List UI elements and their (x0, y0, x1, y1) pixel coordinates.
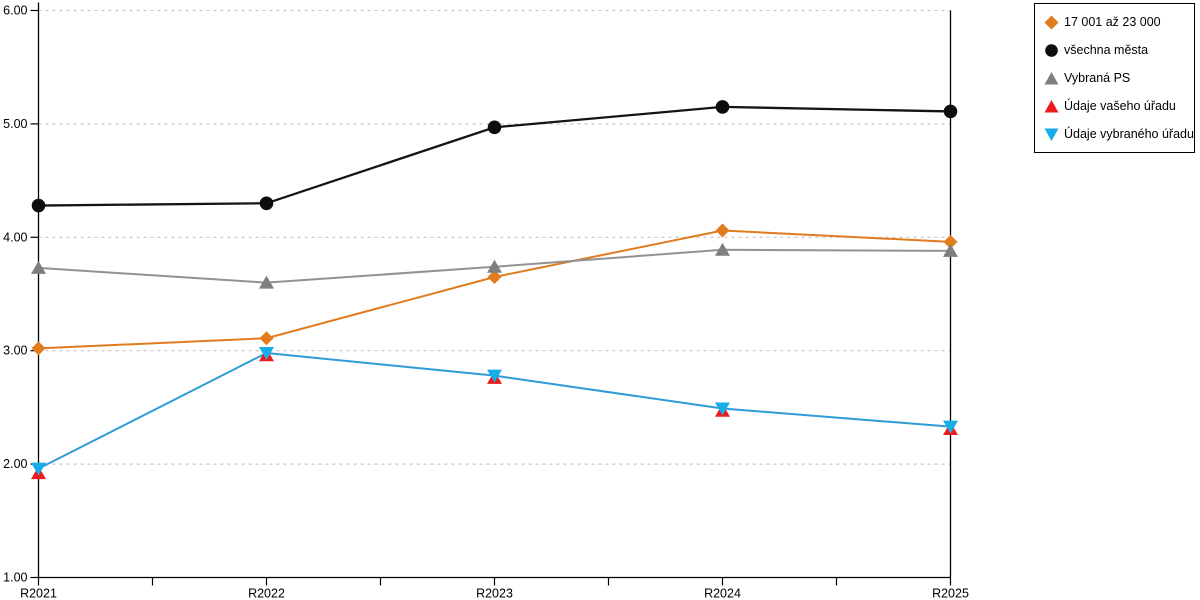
y-tick-label: 3.00 (3, 344, 27, 358)
triangle-down-marker (715, 402, 730, 416)
legend-item-0: 17 001 až 23 000 (1044, 15, 1190, 30)
triangle-up-marker (715, 242, 730, 256)
line-chart-plot: 1.00 2.00 3.00 4.00 5.00 6.00 R2021 R2022 R2023 R… (3, 2, 969, 600)
triangle-up-marker (943, 243, 958, 257)
triangle-up-glyph (1044, 99, 1059, 112)
circle-glyph (1045, 43, 1058, 57)
y-tick-label: 4.00 (3, 230, 27, 244)
legend-label: 17 001 až 23 000 (1064, 14, 1161, 29)
y-tick-label: 1.00 (3, 571, 27, 585)
y-tick-label: 2.00 (3, 457, 27, 471)
triangle-down-marker (259, 346, 274, 360)
x-tick-label: R2024 (704, 587, 741, 600)
legend-label: Údaje vašeho úřadu (1064, 98, 1176, 113)
diamond-glyph (1044, 15, 1059, 29)
triangle-down-marker (487, 369, 502, 383)
y-tick-label: 5.00 (3, 117, 27, 131)
x-tick-label: R2022 (248, 587, 285, 600)
circle-marker (715, 100, 730, 114)
x-tick-label: R2025 (932, 587, 969, 600)
triangle-down-marker (31, 462, 46, 476)
triangle-up-icon (1044, 99, 1059, 112)
chart-legend: 17 001 až 23 000 všechna města Vybraná PS Ú… (1034, 3, 1195, 153)
series-line-0 (38, 229, 951, 350)
legend-item-2: Vybraná PS (1044, 71, 1190, 86)
circle-marker (31, 198, 46, 213)
triangle-up-marker (487, 259, 502, 273)
diamond-icon (1044, 15, 1059, 29)
diamond-marker (715, 223, 730, 238)
triangle-down-glyph (1044, 128, 1059, 141)
diamond-marker (31, 341, 46, 356)
diamond-marker (943, 234, 958, 249)
triangle-up-marker (259, 275, 274, 289)
legend-item-4: Údaje vybraného úřadu (1044, 127, 1194, 142)
circle-marker (487, 120, 502, 135)
circle-marker (943, 104, 958, 119)
legend-label: všechna města (1064, 42, 1149, 57)
triangle-up-glyph (1044, 71, 1059, 84)
triangle-up-icon (1044, 71, 1059, 84)
diamond-marker (259, 331, 274, 346)
x-tick-label: R2021 (20, 587, 57, 600)
triangle-down-icon (1044, 128, 1059, 141)
circle-icon (1045, 43, 1058, 57)
y-tick-label: 6.00 (3, 4, 27, 18)
circle-marker (259, 196, 274, 211)
legend-label: Údaje vybraného úřadu (1064, 126, 1194, 141)
triangle-up-marker (31, 260, 46, 274)
x-tick-label: R2023 (476, 587, 513, 600)
legend-item-1: všechna města (1044, 43, 1190, 58)
triangle-down-marker (943, 420, 958, 434)
diamond-marker (487, 269, 502, 284)
legend-label: Vybraná PS (1064, 70, 1131, 85)
legend-item-3: Údaje vašeho úřadu (1044, 99, 1190, 114)
